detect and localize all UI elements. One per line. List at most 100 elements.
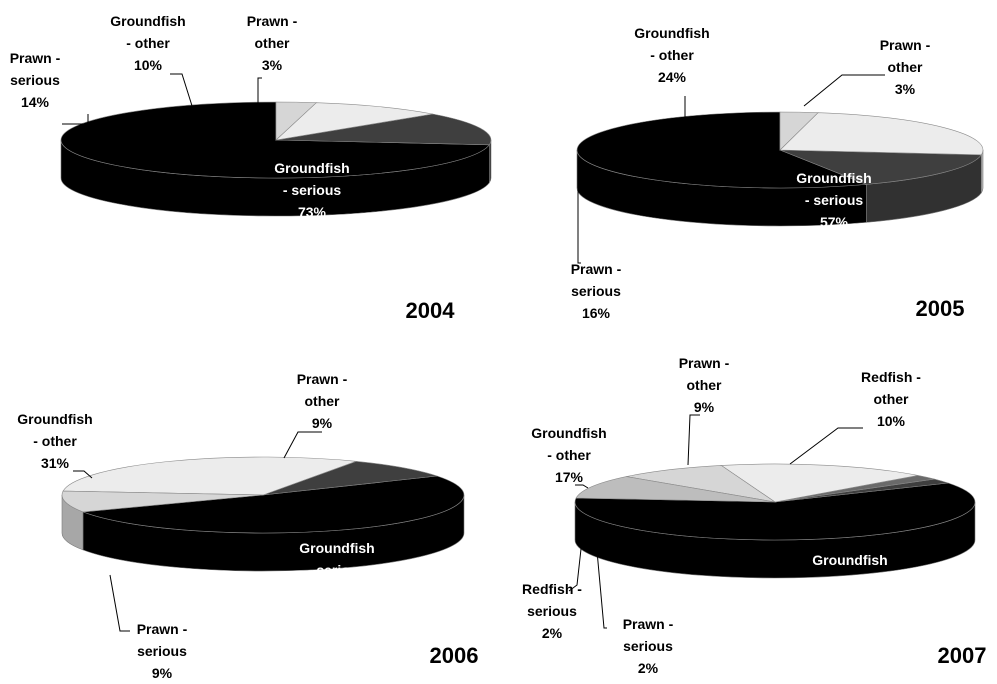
data-label: Groundfish - other 24%: [634, 25, 709, 85]
leader-line: [789, 427, 863, 465]
pie-slice-groundfish-other: [720, 463, 918, 503]
pie-slice-prawn-serious: [262, 461, 438, 496]
data-label-line: - serious: [805, 192, 864, 208]
data-label: Groundfish - serious 57%: [796, 170, 871, 230]
data-label-line: 9%: [152, 665, 173, 679]
leader-line: [62, 114, 89, 125]
data-label-line: Prawn -: [623, 616, 674, 632]
data-label: Prawn - serious 16%: [571, 261, 622, 321]
data-label: Prawn - other 9%: [297, 371, 348, 431]
leader-line: [257, 77, 262, 106]
pie-slice-groundfish-serious: [60, 101, 490, 179]
pie-slice-groundfish-serious: [574, 482, 976, 541]
data-label-line: 60%: [836, 596, 865, 612]
leader-line: [73, 470, 93, 479]
data-label-line: - serious: [308, 562, 367, 578]
data-label-line: Redfish -: [522, 581, 582, 597]
pie-side-0-prawn-serious: [489, 139, 492, 184]
data-label-line: serious: [623, 638, 673, 654]
data-label-line: Prawn -: [297, 371, 348, 387]
data-label-line: Prawn -: [571, 261, 622, 277]
chart-title: 2004: [406, 298, 456, 323]
data-label-line: 10%: [134, 57, 163, 73]
data-label-line: 2%: [542, 625, 563, 641]
data-label: Groundfish - serious 60%: [812, 552, 887, 612]
pie-slice-prawn-other: [626, 465, 776, 503]
pie-slice-prawn-other: [61, 490, 264, 513]
data-label-line: 73%: [298, 204, 327, 220]
data-label-line: other: [687, 377, 723, 393]
data-label-line: - other: [33, 433, 77, 449]
leader-line: [575, 484, 589, 489]
leader-line: [283, 431, 322, 459]
data-label-line: 10%: [877, 413, 906, 429]
pie-chart-2005: Groundfish - serious 57% Prawn - serious 16% G…: [571, 25, 984, 321]
pie-chart-2004: Groundfish - serious 73% Prawn - serious 14% G…: [10, 13, 492, 323]
leader-line: [687, 414, 700, 466]
data-label-line: 2%: [638, 660, 659, 676]
data-label-line: Prawn -: [137, 621, 188, 637]
data-label-line: 16%: [582, 305, 611, 321]
data-label-line: Prawn -: [880, 37, 931, 53]
data-label: Prawn - serious 14%: [10, 50, 61, 110]
data-label: Groundfish - other 31%: [17, 411, 92, 471]
pie-slice-groundfish-other: [275, 102, 433, 141]
chart-title: 2005: [916, 296, 965, 321]
data-label-line: Prawn -: [247, 13, 298, 29]
pie-chart-2007: Groundfish - serious 60%Prawn -serious 2%Re…: [522, 355, 986, 676]
pie-chart-2006: Groundfish - serious 51% Prawn - serious 9% Gr…: [17, 371, 479, 681]
pie-slice-redfish-other: [575, 476, 776, 503]
data-label-line: 3%: [895, 81, 916, 97]
data-label-line: - other: [547, 447, 591, 463]
data-label-line: 51%: [323, 584, 352, 600]
leader-line: [577, 165, 581, 264]
data-label-line: Groundfish: [812, 552, 887, 568]
data-label-line: - serious: [283, 182, 342, 198]
data-label-line: Groundfish: [634, 25, 709, 41]
data-label: Groundfish - other 17%: [531, 425, 606, 485]
data-label: Prawn - serious 2%: [623, 616, 674, 676]
data-label: Groundfish - serious 51%: [299, 540, 374, 600]
data-label-line: serious: [10, 72, 60, 88]
data-label: Groundfish - other 10%: [110, 13, 185, 73]
data-label-line: Prawn -: [10, 50, 61, 66]
leader-line: [803, 74, 885, 107]
data-label: Prawn - serious 9%: [137, 621, 188, 679]
data-label-line: - other: [650, 47, 694, 63]
data-label-line: 31%: [41, 455, 70, 471]
data-label-line: 24%: [658, 69, 687, 85]
data-label-line: other: [255, 35, 291, 51]
pie-slice-prawn-serious: [779, 149, 982, 185]
data-label-line: serious: [137, 643, 187, 659]
data-label-line: other: [305, 393, 341, 409]
pie-slice-groundfish-other: [62, 456, 357, 496]
data-label-line: Prawn -: [679, 355, 730, 371]
data-label-line: 9%: [694, 399, 715, 415]
data-label-line: Groundfish: [531, 425, 606, 441]
data-label-line: serious: [571, 283, 621, 299]
pie-slice-prawn-other: [275, 101, 318, 141]
data-label-line: serious: [527, 603, 577, 619]
leader-line: [568, 539, 583, 592]
chart-title: 2006: [430, 643, 479, 668]
data-label-line: 57%: [820, 214, 849, 230]
chart-title: 2007: [938, 643, 987, 668]
data-label-line: other: [888, 59, 924, 75]
data-label-line: Groundfish: [796, 170, 871, 186]
data-label: Groundfish - serious 73%: [274, 160, 349, 220]
pie-side-0-groundfish-other: [981, 149, 984, 194]
data-label-line: Redfish -: [861, 369, 921, 385]
data-label-line: other: [874, 391, 910, 407]
data-label: Prawn - other 3%: [880, 37, 931, 97]
pie-slice-prawn-serious: [275, 113, 492, 146]
data-label-line: 14%: [21, 94, 50, 110]
pie-slice-groundfish-serious: [576, 111, 867, 189]
data-label-line: 9%: [312, 415, 333, 431]
data-label-line: - other: [126, 35, 170, 51]
data-label: Prawn - other 9%: [679, 355, 730, 415]
leader-line: [595, 539, 607, 629]
data-label: Redfish - serious 2%: [522, 581, 582, 641]
data-label-line: Groundfish: [299, 540, 374, 556]
